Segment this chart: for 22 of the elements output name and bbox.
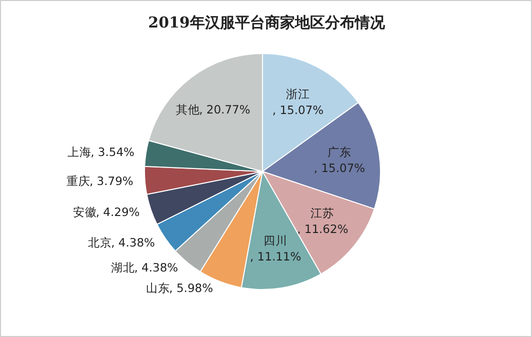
slice-label: 北京 (88, 235, 112, 250)
data-label: , 11.11% (250, 249, 302, 264)
slice-label: 其他 (176, 102, 200, 117)
slice-label: 广东 (328, 144, 352, 159)
data-label: , 4.29% (96, 204, 140, 219)
slice-label: 上海 (68, 145, 92, 160)
data-label: , 5.98% (169, 281, 214, 296)
slice-label: 四川 (264, 233, 288, 248)
data-label: , 3.54% (90, 145, 135, 160)
data-label: , 15.07% (272, 103, 324, 118)
data-label: , 20.77% (199, 102, 250, 117)
slice-label: 江苏 (310, 206, 335, 220)
slice-label: 湖北 (111, 260, 136, 275)
slice-label: 安徽 (72, 204, 97, 219)
slice-label: 重庆 (66, 174, 90, 188)
slice-label: 浙江 (286, 87, 310, 102)
data-label: , 3.79% (89, 174, 134, 188)
data-label: , 4.38% (134, 260, 178, 275)
slice-label: 山东 (146, 281, 170, 296)
chart-title: 2019年汉服平台商家地区分布情况 (148, 14, 386, 32)
data-label: , 15.07% (314, 160, 366, 175)
data-label: , 4.38% (111, 235, 156, 250)
